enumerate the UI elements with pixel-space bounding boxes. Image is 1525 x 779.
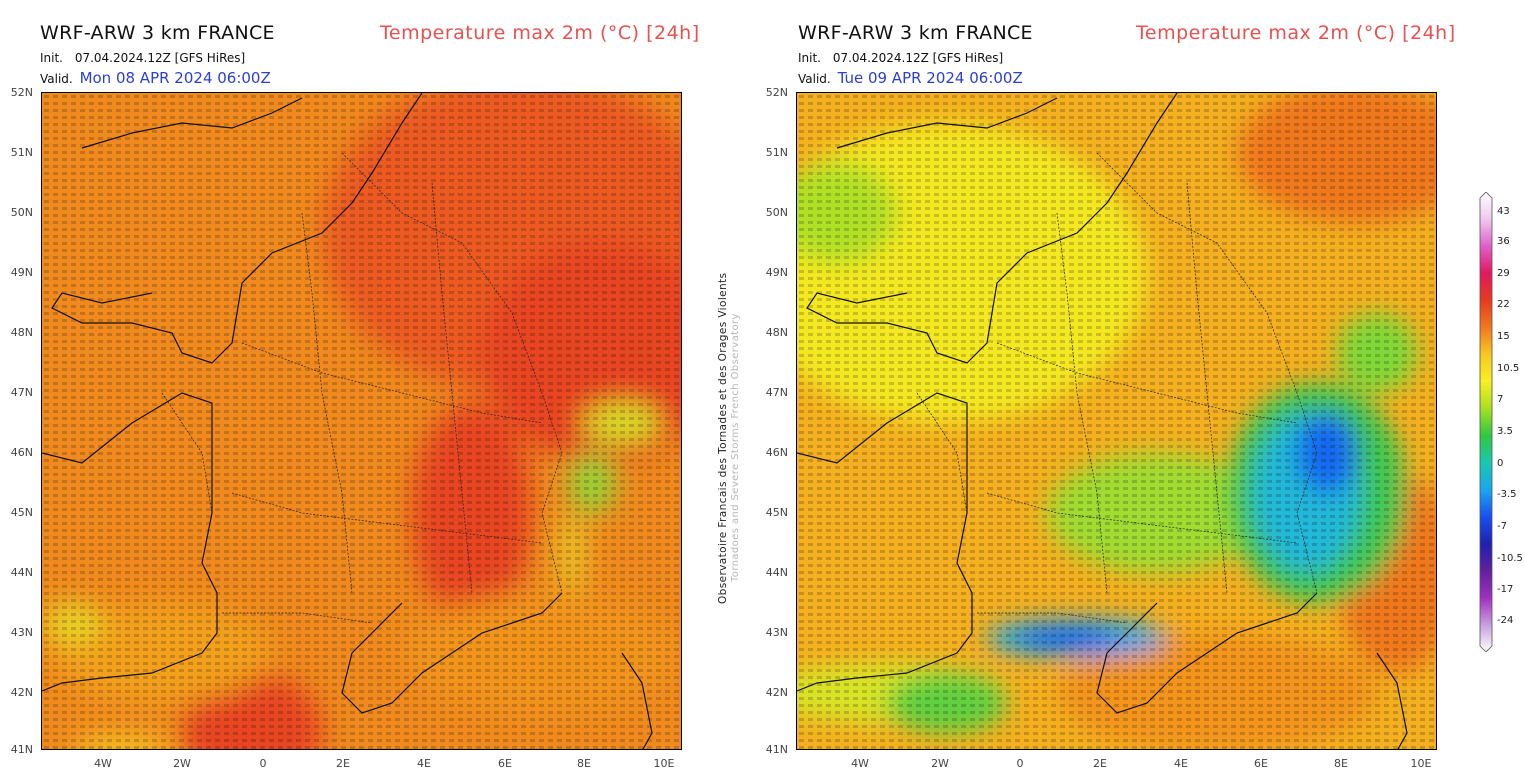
lat-label: 42N bbox=[765, 686, 788, 699]
lon-label: 2W bbox=[931, 757, 949, 770]
lat-label: 41N bbox=[765, 743, 788, 756]
lat-label: 47N bbox=[10, 386, 33, 399]
init-line: Init. 07.04.2024.12Z [GFS HiRes] bbox=[798, 51, 1003, 65]
colorbar-label: -7 bbox=[1497, 521, 1507, 532]
colorbar-label: 7 bbox=[1497, 394, 1504, 405]
valid-label: Valid. bbox=[798, 72, 831, 86]
lat-label: 44N bbox=[10, 566, 33, 579]
lat-label: 45N bbox=[765, 506, 788, 519]
valid-line: Valid. Tue 09 APR 2024 06:00Z bbox=[798, 69, 1023, 87]
temperature-map-day1 bbox=[41, 92, 682, 750]
credit-line-en: Tornadoes and Severe Storms French Obser… bbox=[730, 313, 741, 583]
valid-date: Mon 08 APR 2024 06:00Z bbox=[79, 69, 271, 87]
init-value: 07.04.2024.12Z [GFS HiRes] bbox=[832, 51, 1004, 65]
lat-label: 52N bbox=[10, 86, 33, 99]
parameter-title: Temperature max 2m (°C) [24h] bbox=[1136, 22, 1456, 44]
lat-label: 45N bbox=[10, 506, 33, 519]
colorbar-label: -17 bbox=[1497, 584, 1514, 595]
lat-label: 41N bbox=[10, 743, 33, 756]
lon-label: 2W bbox=[173, 757, 191, 770]
region-borders bbox=[916, 152, 1318, 624]
colorbar-label: -3.5 bbox=[1497, 489, 1517, 500]
credit-line-fr: Observatoire Francais des Tornades et de… bbox=[717, 273, 729, 604]
coastline bbox=[42, 93, 653, 749]
lat-label: 48N bbox=[765, 326, 788, 339]
colorbar-body bbox=[1479, 192, 1493, 652]
valid-line: Valid. Mon 08 APR 2024 06:00Z bbox=[40, 69, 271, 87]
map-field-day1 bbox=[42, 93, 681, 749]
lon-label: 10E bbox=[1410, 757, 1432, 770]
model-title: WRF-ARW 3 km FRANCE bbox=[798, 22, 1033, 44]
lon-label: 8E bbox=[1334, 757, 1348, 770]
lat-label: 43N bbox=[765, 626, 788, 639]
temperature-map-day2 bbox=[796, 92, 1437, 750]
init-label: Init. bbox=[40, 51, 63, 65]
colorbar-label: 15 bbox=[1497, 331, 1510, 342]
lon-label: 4E bbox=[1174, 757, 1188, 770]
lon-label: 4W bbox=[851, 757, 869, 770]
lat-label: 42N bbox=[10, 686, 33, 699]
colorbar-label: 43 bbox=[1497, 206, 1510, 217]
lat-label: 49N bbox=[765, 266, 788, 279]
lon-label: 10E bbox=[653, 757, 675, 770]
lon-label: 4W bbox=[94, 757, 112, 770]
lat-label: 47N bbox=[765, 386, 788, 399]
map-panel-day2: WRF-ARW 3 km FRANCE Temperature max 2m (… bbox=[758, 0, 1458, 779]
lon-label: 2E bbox=[1093, 757, 1107, 770]
lon-label: 6E bbox=[1254, 757, 1268, 770]
lat-label: 50N bbox=[10, 206, 33, 219]
valid-label: Valid. bbox=[40, 72, 73, 86]
colorbar-label: 29 bbox=[1497, 268, 1510, 279]
credit-text: Observatoire Francais des Tornades et de… bbox=[716, 242, 742, 607]
lon-label: 0 bbox=[259, 757, 267, 770]
lon-label: 4E bbox=[417, 757, 431, 770]
lat-label: 52N bbox=[765, 86, 788, 99]
colorbar-label: 3.5 bbox=[1497, 426, 1513, 437]
coastline bbox=[797, 93, 1408, 749]
colorbar-label: 36 bbox=[1497, 236, 1510, 247]
parameter-title: Temperature max 2m (°C) [24h] bbox=[380, 22, 700, 44]
region-borders bbox=[161, 152, 563, 624]
lat-label: 51N bbox=[10, 146, 33, 159]
init-value: 07.04.2024.12Z [GFS HiRes] bbox=[74, 51, 246, 65]
map-field-day2 bbox=[797, 93, 1436, 749]
colorbar-label: 10.5 bbox=[1497, 363, 1520, 374]
lat-label: 49N bbox=[10, 266, 33, 279]
valid-date: Tue 09 APR 2024 06:00Z bbox=[837, 69, 1023, 87]
model-title: WRF-ARW 3 km FRANCE bbox=[40, 22, 275, 44]
colorbar-label: -24 bbox=[1497, 615, 1514, 626]
lat-label: 48N bbox=[10, 326, 33, 339]
init-label: Init. bbox=[798, 51, 821, 65]
lat-label: 43N bbox=[10, 626, 33, 639]
init-line: Init. 07.04.2024.12Z [GFS HiRes] bbox=[40, 51, 245, 65]
lat-label: 46N bbox=[10, 446, 33, 459]
lon-label: 8E bbox=[577, 757, 591, 770]
map-panel-day1: WRF-ARW 3 km FRANCE Temperature max 2m (… bbox=[0, 0, 700, 779]
colorbar-label: -10.5 bbox=[1497, 553, 1523, 564]
colorbar-label: 0 bbox=[1497, 458, 1504, 469]
temperature-colorbar bbox=[1479, 192, 1493, 652]
lon-label: 6E bbox=[498, 757, 512, 770]
lat-label: 46N bbox=[765, 446, 788, 459]
lon-label: 2E bbox=[336, 757, 350, 770]
colorbar-label: 22 bbox=[1497, 299, 1510, 310]
lat-label: 50N bbox=[765, 206, 788, 219]
lon-label: 0 bbox=[1016, 757, 1024, 770]
lat-label: 44N bbox=[765, 566, 788, 579]
lat-label: 51N bbox=[765, 146, 788, 159]
